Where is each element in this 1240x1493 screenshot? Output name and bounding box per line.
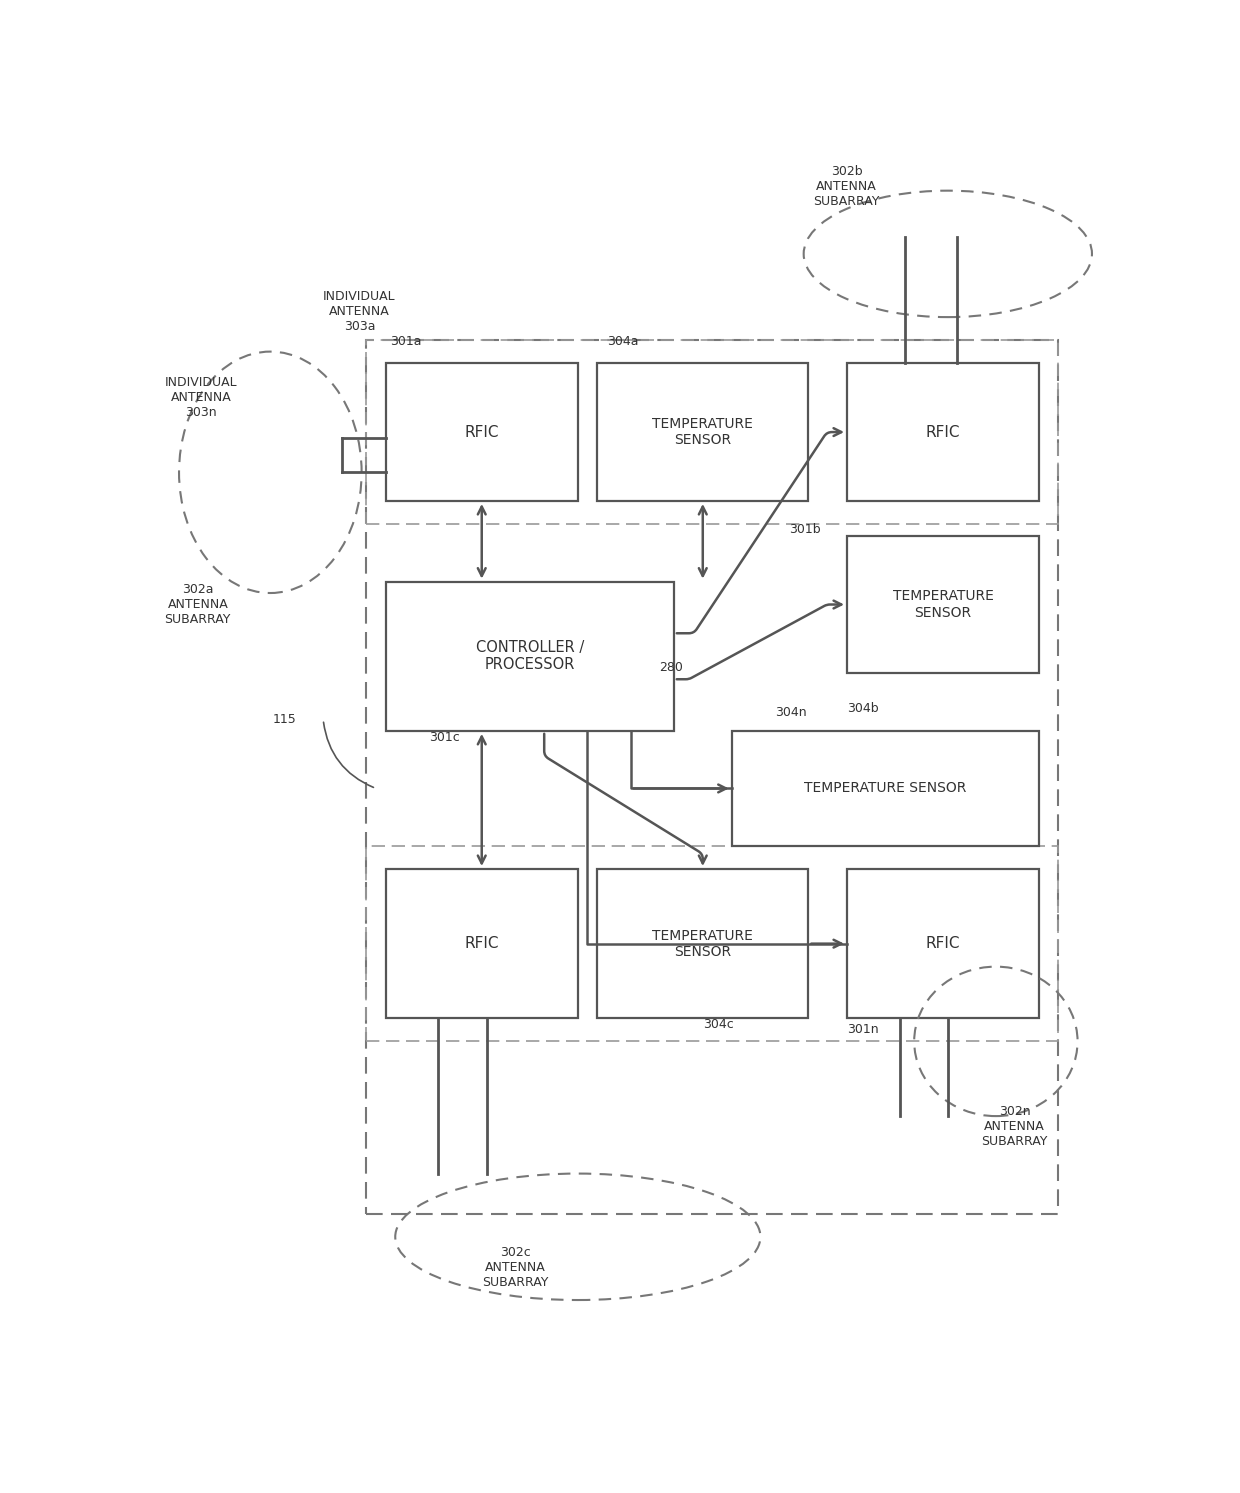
Text: RFIC: RFIC <box>465 424 498 439</box>
Bar <box>847 536 1039 673</box>
Text: TEMPERATURE
SENSOR: TEMPERATURE SENSOR <box>652 417 753 448</box>
Bar <box>847 363 1039 502</box>
Text: TEMPERATURE
SENSOR: TEMPERATURE SENSOR <box>893 590 993 620</box>
Text: INDIVIDUAL
ANTENNA
303a: INDIVIDUAL ANTENNA 303a <box>324 290 396 333</box>
Text: 304b: 304b <box>847 702 879 715</box>
Bar <box>386 363 578 502</box>
Text: TEMPERATURE
SENSOR: TEMPERATURE SENSOR <box>652 929 753 959</box>
Text: 304a: 304a <box>606 334 639 348</box>
Bar <box>732 732 1039 847</box>
Text: CONTROLLER /
PROCESSOR: CONTROLLER / PROCESSOR <box>476 640 584 672</box>
Text: 280: 280 <box>660 661 683 675</box>
Bar <box>596 869 808 1018</box>
Text: INDIVIDUAL
ANTENNA
303n: INDIVIDUAL ANTENNA 303n <box>165 376 237 420</box>
Text: 301c: 301c <box>429 732 460 744</box>
Text: 302a
ANTENNA
SUBARRAY: 302a ANTENNA SUBARRAY <box>165 582 231 626</box>
Text: RFIC: RFIC <box>926 936 960 951</box>
Bar <box>386 582 675 732</box>
Bar <box>367 340 1058 524</box>
Bar <box>386 869 578 1018</box>
Text: 302c
ANTENNA
SUBARRAY: 302c ANTENNA SUBARRAY <box>482 1245 548 1288</box>
Bar <box>367 847 1058 1042</box>
Bar <box>367 340 1058 1214</box>
Text: TEMPERATURE SENSOR: TEMPERATURE SENSOR <box>805 781 966 796</box>
Text: RFIC: RFIC <box>926 424 960 439</box>
Text: RFIC: RFIC <box>465 936 498 951</box>
Text: 304c: 304c <box>703 1018 734 1032</box>
Text: 301a: 301a <box>391 334 422 348</box>
Bar <box>847 869 1039 1018</box>
Text: 301b: 301b <box>789 523 821 536</box>
Bar <box>596 363 808 502</box>
Text: 304n: 304n <box>775 706 806 720</box>
Text: 302b
ANTENNA
SUBARRAY: 302b ANTENNA SUBARRAY <box>813 164 879 208</box>
Text: 302n
ANTENNA
SUBARRAY: 302n ANTENNA SUBARRAY <box>982 1105 1048 1148</box>
Text: 301n: 301n <box>847 1023 879 1036</box>
Text: 115: 115 <box>273 714 296 726</box>
